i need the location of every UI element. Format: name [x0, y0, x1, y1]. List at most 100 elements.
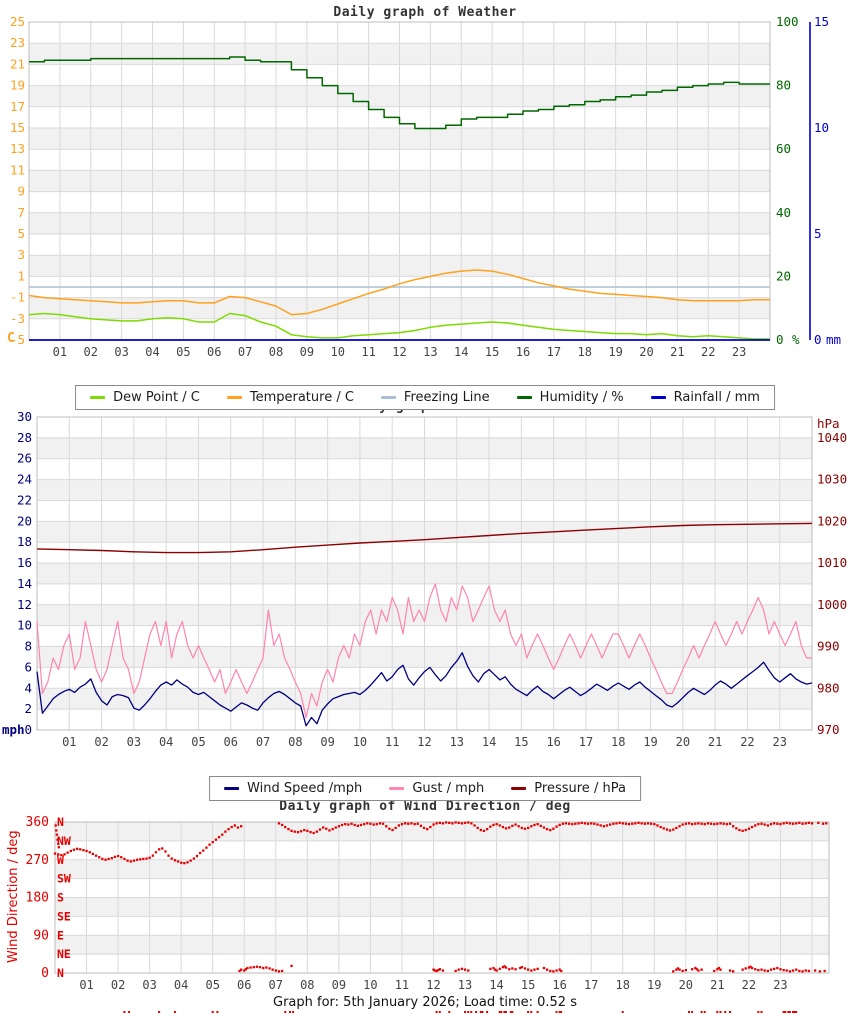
axis-label: 11	[395, 978, 409, 992]
strip-dot	[216, 1011, 219, 1013]
wind-direction-point	[697, 822, 700, 825]
axis-label: 20	[679, 978, 693, 992]
wind-direction-point	[98, 856, 101, 859]
wind-direction-point	[766, 824, 769, 827]
wind-direction-point	[407, 822, 410, 825]
wind-direction-point	[656, 824, 659, 827]
wind-direction-point	[167, 854, 170, 857]
wind-direction-point	[564, 822, 568, 825]
wind-direction-point	[432, 823, 435, 826]
wind-direction-point	[243, 969, 246, 972]
wind-direction-point	[825, 822, 828, 825]
wind-direction-point	[142, 857, 145, 861]
wind-direction-point	[363, 823, 366, 826]
wind-direction-point	[691, 968, 694, 971]
wind-direction-point	[650, 822, 653, 825]
wind-direction-point	[542, 826, 546, 829]
wind-direction-point	[818, 970, 821, 973]
wind-direction-point	[375, 823, 378, 826]
wind-direction-point	[747, 966, 751, 969]
wind-direction-point	[717, 966, 721, 970]
wind-direction-point	[268, 967, 271, 970]
strip-dot	[703, 1011, 706, 1013]
wind-direction-point	[274, 969, 277, 972]
axis-label: 03	[114, 345, 128, 359]
wind-direction-point	[249, 966, 252, 969]
wind-direction-point	[208, 843, 211, 846]
wind-direction-point	[706, 822, 710, 825]
axis-label: 10	[17, 618, 32, 633]
wind-direction-point	[240, 825, 243, 828]
axis-label: 08	[300, 978, 314, 992]
wind-direction-point	[744, 967, 747, 970]
wind-direction-point	[668, 829, 672, 832]
wind-direction-point	[612, 822, 615, 825]
axis-label: 270	[26, 853, 49, 868]
wind-direction-point	[498, 967, 501, 970]
axis-label: 12	[417, 735, 431, 749]
wind-direction-point	[533, 823, 536, 827]
axis-label: 13	[423, 345, 437, 359]
legend-swatch	[389, 787, 405, 790]
axis-label: 60	[776, 141, 791, 156]
axis-label: 21	[670, 345, 684, 359]
axis-label: 12	[426, 978, 440, 992]
axis-label: 11	[385, 735, 399, 749]
wind-direction-point	[221, 833, 224, 836]
wind-direction-point	[555, 969, 558, 972]
wind-direction-point	[593, 822, 596, 825]
wind-direction-point	[369, 822, 372, 825]
wind-direction-point	[495, 823, 498, 826]
axis-label: 16	[516, 345, 530, 359]
axis-label: 16	[17, 555, 32, 570]
wind-direction-point	[602, 825, 605, 828]
axis-label: 11	[361, 345, 375, 359]
legend-item: Wind Speed /mph	[224, 781, 362, 796]
wind-direction-point	[523, 967, 527, 970]
axis-label: 15	[10, 120, 25, 135]
legend-item: Gust / mph	[389, 781, 484, 796]
wind-direction-point	[498, 824, 501, 827]
axis-label: 1010	[817, 555, 847, 570]
wind-direction-point	[56, 838, 59, 841]
wind-direction-point	[605, 824, 609, 827]
wind-direction-point	[511, 824, 514, 827]
axis-label: 10	[331, 345, 345, 359]
wind-direction-point	[344, 823, 347, 826]
wind-direction-point	[438, 821, 441, 824]
wind-direction-point	[470, 822, 473, 825]
axis-label: -1	[10, 290, 25, 305]
legend-swatch	[650, 396, 666, 399]
strip-dot	[793, 1011, 796, 1013]
wind-direction-point	[549, 969, 552, 973]
wind-direction-point	[681, 969, 684, 973]
wind-direction-point	[460, 822, 464, 825]
wind-direction-point	[769, 968, 773, 971]
wind-direction-point	[757, 823, 760, 826]
wind-direction-point	[503, 965, 506, 968]
legend-item: Dew Point / C	[90, 390, 200, 405]
weather-chart-title: Daily graph of Weather	[333, 5, 517, 20]
legend-label: Humidity / %	[539, 390, 624, 405]
strip-dot	[716, 1011, 719, 1013]
wind-direction-point	[101, 857, 104, 861]
wind-direction-point	[555, 825, 558, 828]
wind-direction-point	[640, 822, 643, 825]
wind-direction-point	[728, 969, 732, 972]
strip-dot	[621, 1011, 624, 1013]
axis-label: 0	[814, 332, 822, 347]
axis-label: 13	[450, 735, 464, 749]
axis-label: 2	[24, 701, 32, 716]
strip-dot	[719, 1011, 722, 1013]
series-gust	[36, 583, 812, 719]
wind-direction-point	[571, 823, 574, 826]
axis-label: 6	[24, 659, 32, 674]
strip-dot	[724, 1011, 727, 1013]
plot-border	[36, 416, 813, 731]
wind-direction-point	[527, 826, 530, 830]
wind-direction-point	[517, 825, 520, 828]
wind-direction-point	[691, 823, 694, 826]
wind-direction-point	[91, 852, 94, 856]
axis-label: 19	[608, 345, 622, 359]
